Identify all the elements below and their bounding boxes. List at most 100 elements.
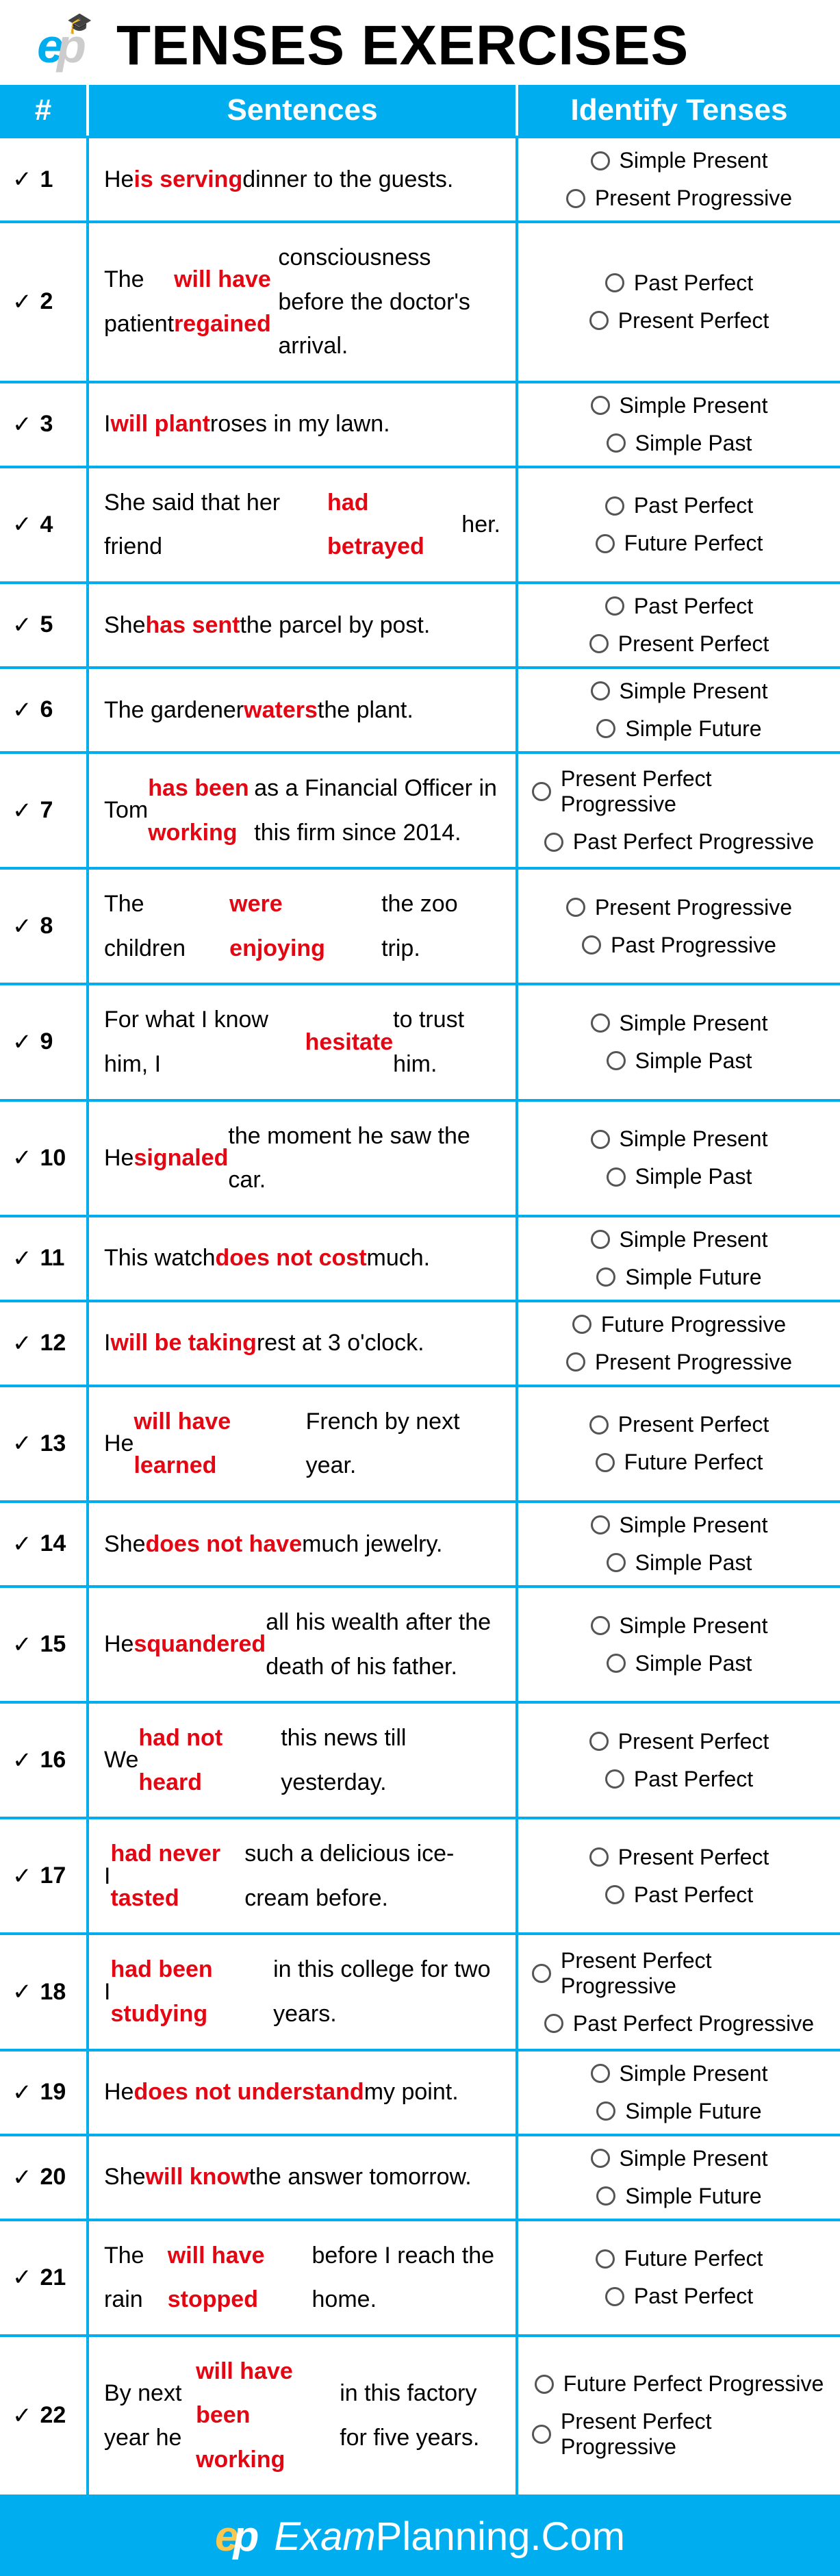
option-b[interactable]: Future Perfect	[596, 531, 763, 556]
radio-icon[interactable]	[591, 396, 610, 415]
option-a[interactable]: Simple Present	[591, 2146, 768, 2171]
radio-icon[interactable]	[591, 681, 610, 700]
row-number-value: 9	[40, 1028, 53, 1055]
radio-icon[interactable]	[605, 1769, 624, 1789]
option-label: Past Perfect	[634, 594, 753, 619]
option-b[interactable]: Present Perfect Progressive	[532, 2409, 826, 2460]
radio-icon[interactable]	[532, 782, 551, 801]
radio-icon[interactable]	[596, 534, 615, 553]
option-a[interactable]: Present Perfect Progressive	[532, 1948, 826, 1999]
radio-icon[interactable]	[591, 1130, 610, 1149]
radio-icon[interactable]	[532, 1964, 551, 1983]
radio-icon[interactable]	[591, 2064, 610, 2083]
radio-icon[interactable]	[589, 1415, 609, 1435]
radio-icon[interactable]	[591, 1230, 610, 1249]
option-b[interactable]: Simple Future	[596, 2184, 761, 2209]
option-b[interactable]: Simple Past	[607, 1651, 752, 1676]
radio-icon[interactable]	[605, 1885, 624, 1904]
radio-icon[interactable]	[607, 1553, 626, 1572]
option-a[interactable]: Future Perfect	[596, 2246, 763, 2271]
option-b[interactable]: Past Perfect	[605, 1882, 753, 1908]
radio-icon[interactable]	[566, 1352, 585, 1372]
radio-icon[interactable]	[596, 2249, 615, 2269]
option-b[interactable]: Present Perfect	[589, 631, 769, 657]
check-icon: ✓	[12, 913, 32, 940]
option-a[interactable]: Past Perfect	[605, 594, 753, 619]
option-a[interactable]: Simple Present	[591, 148, 768, 173]
radio-icon[interactable]	[607, 1654, 626, 1673]
option-a[interactable]: Present Perfect Progressive	[532, 766, 826, 817]
radio-icon[interactable]	[544, 2014, 563, 2033]
option-b[interactable]: Present Perfect	[589, 308, 769, 333]
radio-icon[interactable]	[589, 311, 609, 330]
option-a[interactable]: Simple Present	[591, 1513, 768, 1538]
radio-icon[interactable]	[589, 1732, 609, 1751]
radio-icon[interactable]	[596, 1267, 615, 1287]
option-a[interactable]: Simple Present	[591, 1613, 768, 1639]
radio-icon[interactable]	[607, 1051, 626, 1070]
option-a[interactable]: Present Perfect	[589, 1729, 769, 1754]
radio-icon[interactable]	[607, 433, 626, 453]
option-a[interactable]: Simple Present	[591, 679, 768, 704]
sentence-post: rest at 3 o'clock.	[257, 1321, 424, 1365]
radio-icon[interactable]	[605, 596, 624, 616]
option-b[interactable]: Simple Past	[607, 1048, 752, 1074]
radio-icon[interactable]	[566, 189, 585, 208]
check-icon: ✓	[12, 797, 32, 824]
option-b[interactable]: Present Progressive	[566, 186, 792, 211]
option-a[interactable]: Simple Present	[591, 393, 768, 418]
radio-icon[interactable]	[591, 2149, 610, 2168]
option-b[interactable]: Simple Past	[607, 1164, 752, 1189]
sentence-pre: The rain	[104, 2234, 168, 2322]
radio-icon[interactable]	[596, 2186, 615, 2206]
radio-icon[interactable]	[605, 496, 624, 516]
radio-icon[interactable]	[532, 2425, 551, 2444]
radio-icon[interactable]	[607, 1167, 626, 1187]
table-row: ✓22By next year he will have been workin…	[0, 2337, 840, 2497]
radio-icon[interactable]	[589, 1847, 609, 1867]
radio-icon[interactable]	[582, 935, 601, 955]
option-b[interactable]: Past Perfect Progressive	[544, 829, 814, 855]
option-a[interactable]: Past Perfect	[605, 270, 753, 296]
option-b[interactable]: Simple Future	[596, 1265, 761, 1290]
option-a[interactable]: Simple Present	[591, 2061, 768, 2086]
radio-icon[interactable]	[596, 719, 615, 738]
option-b[interactable]: Future Perfect	[596, 1450, 763, 1475]
option-a[interactable]: Simple Present	[591, 1227, 768, 1252]
radio-icon[interactable]	[591, 151, 610, 171]
option-a[interactable]: Present Progressive	[566, 895, 792, 920]
radio-icon[interactable]	[544, 833, 563, 852]
radio-icon[interactable]	[596, 1453, 615, 1472]
option-label: Future Perfect	[624, 2246, 763, 2271]
option-b[interactable]: Simple Future	[596, 716, 761, 742]
radio-icon[interactable]	[572, 1315, 591, 1334]
radio-icon[interactable]	[596, 2101, 615, 2121]
radio-icon[interactable]	[591, 1616, 610, 1635]
radio-icon[interactable]	[605, 2287, 624, 2306]
option-a[interactable]: Past Perfect	[605, 493, 753, 518]
option-b[interactable]: Present Progressive	[566, 1350, 792, 1375]
option-a[interactable]: Simple Present	[591, 1011, 768, 1036]
option-a[interactable]: Future Perfect Progressive	[535, 2371, 824, 2397]
option-a[interactable]: Present Perfect	[589, 1845, 769, 1870]
option-b[interactable]: Past Perfect Progressive	[544, 2011, 814, 2036]
option-a[interactable]: Present Perfect	[589, 1412, 769, 1437]
option-b[interactable]: Past Perfect	[605, 1767, 753, 1792]
option-b[interactable]: Simple Future	[596, 2099, 761, 2124]
radio-icon[interactable]	[605, 273, 624, 292]
sentence-highlight: does not cost	[216, 1236, 367, 1280]
option-b[interactable]: Past Perfect	[605, 2284, 753, 2309]
radio-icon[interactable]	[589, 634, 609, 653]
worksheet: 🎓 TENSES EXERCISES # Sentences Identify …	[0, 0, 840, 2576]
sentence-highlight: squandered	[133, 1622, 266, 1667]
radio-icon[interactable]	[535, 2375, 554, 2394]
radio-icon[interactable]	[591, 1013, 610, 1033]
radio-icon[interactable]	[566, 898, 585, 917]
option-b[interactable]: Past Progressive	[582, 933, 776, 958]
option-b[interactable]: Simple Past	[607, 1550, 752, 1576]
option-a[interactable]: Simple Present	[591, 1126, 768, 1152]
option-a[interactable]: Future Progressive	[572, 1312, 786, 1337]
sentence-pre: He	[104, 2070, 133, 2114]
radio-icon[interactable]	[591, 1515, 610, 1535]
option-b[interactable]: Simple Past	[607, 431, 752, 456]
